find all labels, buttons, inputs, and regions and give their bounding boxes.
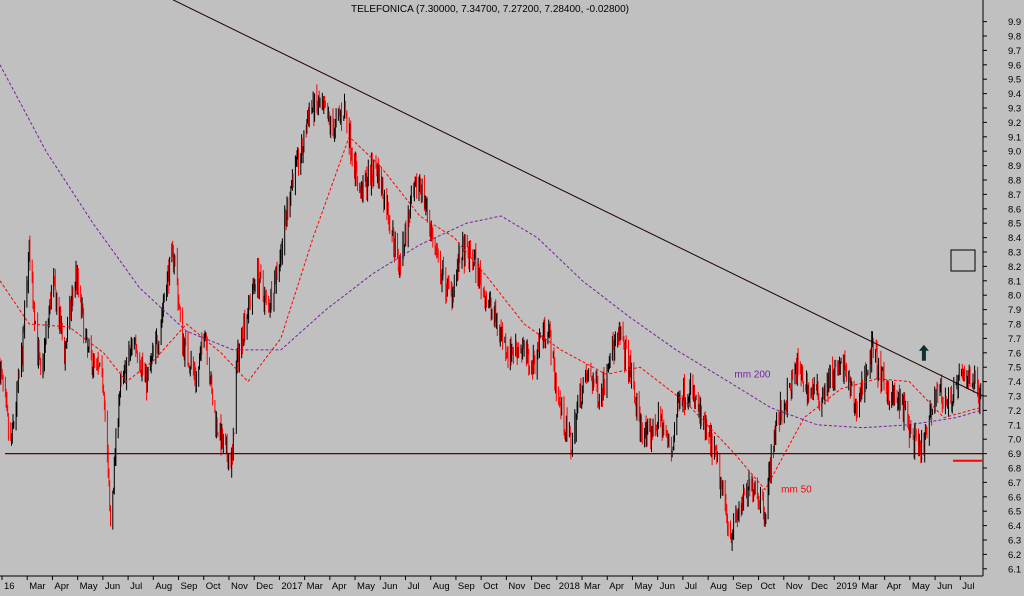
x-tick-label: Mar [584,581,600,591]
y-tick-label: 7.2 [1008,406,1021,417]
y-tick-label: 9.8 [1008,32,1021,43]
candles-group [0,84,982,551]
mm50-label: mm 50 [781,484,812,495]
overlays-group: mm 200 mm 50 [0,0,984,495]
x-tick-label: Nov [786,581,803,591]
y-tick-label: 8.7 [1008,190,1021,201]
x-tick-label: Apr [54,581,69,591]
y-tick-label: 7.9 [1008,305,1021,316]
x-tick-label: Mar [861,581,877,591]
x-tick-label: Jul [130,581,142,591]
mm200-label: mm 200 [734,369,771,380]
y-tick-label: 8.0 [1008,291,1021,302]
x-tick-label: Aug [710,581,727,591]
y-tick-label: 7.7 [1008,334,1021,345]
y-tick-label: 8.8 [1008,176,1021,187]
y-tick-label: 6.7 [1008,478,1021,489]
x-tick-label: Jun [660,581,675,591]
x-tick-label: Nov [231,581,248,591]
selection-box[interactable] [950,249,976,272]
x-tick-label: May [634,581,652,591]
x-tick-label: Apr [887,581,902,591]
x-tick-label: 16 [4,581,15,591]
y-tick-label: 6.9 [1008,449,1021,460]
x-tick-label: 2019 [836,581,857,591]
y-tick-label: 7.8 [1008,320,1021,331]
y-tick-label: 6.5 [1008,507,1021,518]
x-tick-label: Jul [685,581,697,591]
x-tick-label: Mar [307,581,323,591]
y-tick-label: 9.6 [1008,60,1021,71]
mm200-line [0,64,981,429]
y-tick-label: 9.5 [1008,75,1021,86]
trendline [172,0,984,397]
x-tick-label: Jul [962,581,974,591]
y-tick-label: 7.0 [1008,435,1021,446]
y-tick-label: 9.2 [1008,118,1021,129]
x-tick-label: Jun [382,581,397,591]
y-tick-label: 6.8 [1008,464,1021,475]
y-tick-label: 9.7 [1008,46,1021,57]
mm50-line [0,135,981,491]
y-tick-label: 8.6 [1008,204,1021,215]
x-tick-label: May [357,581,375,591]
y-tick-label: 8.3 [1008,248,1021,259]
x-tick-label: Jun [937,581,952,591]
y-tick-label: 7.5 [1008,363,1021,374]
chart-title: TELEFONICA (7.30000, 7.34700, 7.27200, 7… [351,4,629,15]
x-tick-label: Oct [206,581,221,591]
x-tick-label: Aug [433,581,450,591]
x-tick-label: May [912,581,930,591]
x-tick-label: Dec [811,581,828,591]
y-tick-label: 8.9 [1008,161,1021,172]
y-tick-label: 7.4 [1008,377,1021,388]
x-tick-label: Aug [155,581,172,591]
y-tick-label: 9.9 [1008,17,1021,28]
y-tick-label: 6.3 [1008,536,1021,547]
x-tick-label: Jul [407,581,419,591]
y-tick-label: 7.6 [1008,348,1021,359]
y-tick-label: 9.4 [1008,89,1021,100]
y-tick-label: 8.5 [1008,219,1021,230]
x-tick-label: May [80,581,98,591]
y-tick-label: 7.1 [1008,420,1021,431]
y-tick-label: 9.1 [1008,132,1021,143]
x-tick-label: Sep [181,581,198,591]
x-tick-label: Dec [256,581,273,591]
y-tick-label: 6.2 [1008,550,1021,561]
x-tick-label: 2018 [559,581,580,591]
x-tick-label: Oct [483,581,498,591]
y-tick-label: 9.3 [1008,104,1021,115]
x-tick-label: Jun [105,581,120,591]
x-tick-label: Dec [534,581,551,591]
y-tick-label: 6.4 [1008,521,1021,532]
y-tick-label: 8.1 [1008,276,1021,287]
x-tick-label: Apr [332,581,347,591]
x-tick-label: Mar [29,581,45,591]
x-tick-label: Sep [735,581,752,591]
x-tick-label: Oct [761,581,776,591]
y-tick-label: 8.4 [1008,233,1021,244]
axes-group: 6.1 6.2 6.3 6.4 6.5 6.6 6.7 6.8 6.9 7.0 7.1 7.2 7.3 7… [1,17,1021,592]
up-arrow-icon [918,344,929,361]
y-tick-label: 6.6 [1008,492,1021,503]
x-tick-label: Nov [508,581,525,591]
x-tick-label: Sep [458,581,475,591]
y-tick-label: 9.0 [1008,147,1021,158]
y-tick-label: 7.3 [1008,392,1021,403]
x-tick-label: Apr [609,581,624,591]
y-tick-label: 8.2 [1008,262,1021,273]
x-tick-label: 2017 [281,581,302,591]
y-tick-label: 6.1 [1008,564,1021,575]
